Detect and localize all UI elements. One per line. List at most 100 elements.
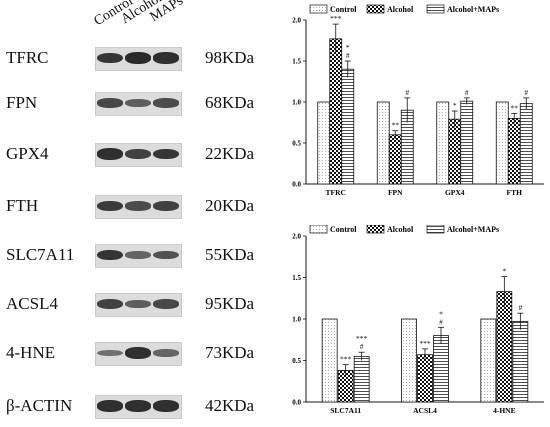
protein-label: TFRC xyxy=(6,48,49,67)
protein-label: β-ACTIN xyxy=(6,396,73,415)
protein-label: SLC7A11 xyxy=(6,245,75,264)
bar xyxy=(460,100,474,185)
bar xyxy=(417,354,433,403)
y-tick-label: 2.0 xyxy=(292,233,301,241)
molecular-weight-label: 98KDa xyxy=(205,48,255,67)
significance-marker: # xyxy=(465,88,469,97)
significance-marker: * xyxy=(502,267,506,276)
legend-swatch xyxy=(366,225,385,234)
legend-swatch xyxy=(309,4,328,14)
legend-label: Control xyxy=(330,5,357,14)
protein-band xyxy=(97,98,123,108)
significance-marker: *** xyxy=(330,14,342,23)
category-label: 4-HNE xyxy=(493,406,516,415)
protein-band xyxy=(125,99,151,107)
molecular-weight-label: 73KDa xyxy=(205,343,255,362)
bar xyxy=(512,321,529,403)
bar xyxy=(353,355,370,403)
protein-band xyxy=(125,251,151,259)
bar xyxy=(480,318,497,403)
bar xyxy=(341,68,355,185)
bar-chart-ferroptosis-markers: Control Alcohol Alcohol+MAPs 0.0 0.5 1.0 1.5 2.… xyxy=(292,225,544,415)
bar xyxy=(376,101,390,185)
bar-chart-iron-markers: Control Alcohol Alcohol+MAPs 0.0 0.5 1.0 1.5 2.… xyxy=(292,4,544,197)
y-tick-label: 1.0 xyxy=(292,99,301,107)
category-label: ACSL4 xyxy=(413,406,437,415)
bar xyxy=(329,38,343,185)
significance-marker: # xyxy=(346,51,350,60)
y-tick-label: 0.5 xyxy=(292,357,301,365)
category-label: FPN xyxy=(388,188,403,197)
protein-band xyxy=(125,400,151,412)
bar xyxy=(401,318,417,403)
protein-band xyxy=(97,200,123,212)
bar xyxy=(519,103,533,185)
molecular-weight-label: 20KDa xyxy=(205,196,255,215)
protein-band xyxy=(125,201,151,211)
bar xyxy=(388,134,402,185)
protein-band xyxy=(97,299,123,309)
bar xyxy=(317,101,331,185)
protein-band xyxy=(153,349,179,357)
bar xyxy=(507,118,521,185)
protein-band xyxy=(97,400,123,412)
protein-band xyxy=(153,98,179,108)
molecular-weight-label: 55KDa xyxy=(205,245,255,264)
protein-label: GPX4 xyxy=(6,144,49,163)
bar xyxy=(433,335,449,403)
bar xyxy=(436,101,450,185)
significance-marker: *** xyxy=(356,334,368,343)
bar xyxy=(321,318,338,403)
bar xyxy=(495,101,509,185)
significance-marker: # xyxy=(518,303,522,312)
legend-label: Alcohol xyxy=(387,225,414,234)
protein-band xyxy=(153,250,179,260)
category-label: GPX4 xyxy=(445,188,465,197)
protein-band xyxy=(125,347,151,359)
protein-band xyxy=(97,349,123,357)
significance-marker: # xyxy=(439,317,443,326)
significance-marker: * xyxy=(346,43,350,52)
significance-marker: *** xyxy=(419,339,431,348)
significance-marker: * xyxy=(439,309,443,318)
significance-marker: # xyxy=(360,342,364,351)
protein-band xyxy=(97,52,123,64)
protein-band xyxy=(97,148,123,160)
protein-band xyxy=(153,201,179,211)
y-tick-label: 1.0 xyxy=(292,316,301,324)
legend-swatch xyxy=(309,225,328,234)
protein-band xyxy=(153,148,179,160)
protein-band xyxy=(153,299,179,309)
category-label: SLC7A11 xyxy=(330,406,361,415)
legend-swatch xyxy=(366,4,385,14)
protein-label: 4-HNE xyxy=(6,343,56,362)
category-label: TFRC xyxy=(326,188,346,197)
category-label: FTH xyxy=(507,188,523,197)
y-tick-label: 0.0 xyxy=(292,399,301,407)
legend-label: Alcohol xyxy=(387,5,414,14)
legend-swatch xyxy=(426,4,445,14)
protein-label: FPN xyxy=(6,93,38,112)
protein-band xyxy=(125,149,151,159)
y-tick-label: 1.5 xyxy=(292,274,301,282)
y-tick-label: 1.5 xyxy=(292,58,301,66)
legend-swatch xyxy=(426,225,445,234)
molecular-weight-label: 68KDa xyxy=(205,93,255,112)
protein-band xyxy=(153,52,179,64)
legend-label: Alcohol+MAPs xyxy=(447,225,499,234)
protein-band xyxy=(97,249,123,261)
significance-marker: * xyxy=(453,101,457,110)
y-tick-label: 2.0 xyxy=(292,17,301,25)
protein-label: ACSL4 xyxy=(6,294,58,313)
legend-label: Control xyxy=(330,225,357,234)
significance-marker: # xyxy=(405,88,409,97)
significance-marker: ** xyxy=(392,121,400,130)
protein-band xyxy=(153,400,179,412)
molecular-weight-label: 22KDa xyxy=(205,144,255,163)
protein-band xyxy=(125,52,151,64)
legend-label: Alcohol+MAPs xyxy=(447,5,499,14)
significance-marker: # xyxy=(524,88,528,97)
y-tick-label: 0.5 xyxy=(292,140,301,148)
significance-marker: ** xyxy=(511,103,519,112)
protein-band xyxy=(125,300,151,308)
